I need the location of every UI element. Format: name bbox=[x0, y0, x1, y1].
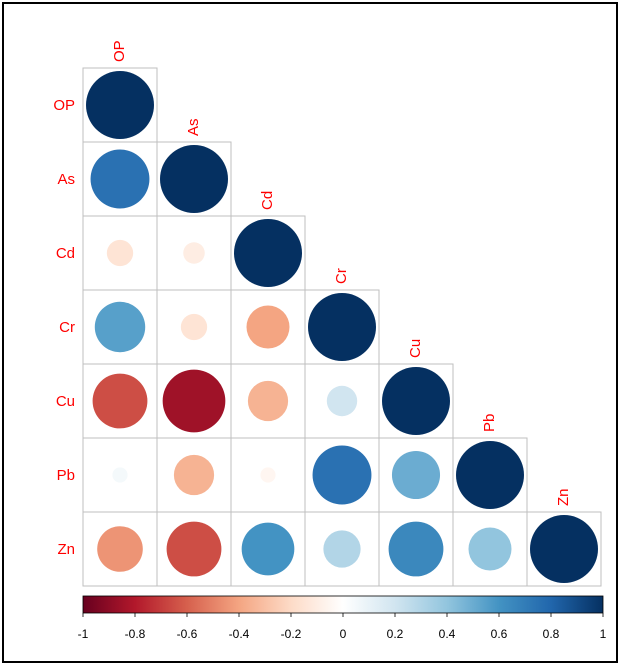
correlation-circle-cr-op bbox=[94, 301, 146, 353]
correlation-circle-cu-op bbox=[92, 373, 148, 429]
correlation-circle-op-op bbox=[86, 71, 154, 139]
correlation-circle-pb-op bbox=[112, 467, 128, 483]
column-label-cr: Cr bbox=[333, 268, 350, 284]
column-label-cd: Cd bbox=[259, 191, 276, 210]
column-label-pb: Pb bbox=[481, 414, 498, 432]
row-label-as: As bbox=[57, 171, 75, 188]
correlation-circle-cu-cr bbox=[326, 385, 358, 417]
correlation-circle-zn-pb bbox=[468, 527, 512, 571]
correlation-circles bbox=[86, 71, 598, 583]
correlation-circle-zn-zn bbox=[530, 515, 598, 583]
colorbar-tick-label: -0.4 bbox=[229, 627, 250, 641]
correlation-circle-cu-cu bbox=[382, 367, 450, 435]
row-label-zn: Zn bbox=[57, 541, 75, 558]
colorbar-tick-label: -0.2 bbox=[281, 627, 302, 641]
colorbar-tick-label: 0.4 bbox=[439, 627, 456, 641]
colorbar-tick-label: 1 bbox=[600, 627, 607, 641]
column-labels: OP As Cd Cr Cu Pb Zn bbox=[111, 40, 572, 506]
correlation-circle-as-as bbox=[160, 145, 228, 213]
correlation-circle-cr-cr bbox=[308, 293, 376, 361]
correlation-circle-cu-as bbox=[162, 369, 226, 433]
correlation-circle-zn-cu bbox=[388, 521, 444, 577]
row-label-cd: Cd bbox=[56, 245, 75, 262]
correlation-circle-cr-cd bbox=[246, 305, 290, 349]
row-labels: OP As Cd Cr Cu Pb Zn bbox=[53, 97, 75, 558]
row-label-cu: Cu bbox=[56, 393, 75, 410]
colorbar-tick-label: -1 bbox=[78, 627, 89, 641]
correlation-circle-cd-op bbox=[106, 239, 134, 267]
colorbar-tick-label: 0 bbox=[340, 627, 347, 641]
correlation-circle-pb-as bbox=[173, 454, 215, 496]
column-label-zn: Zn bbox=[555, 488, 572, 506]
column-label-as: As bbox=[185, 118, 202, 136]
column-label-cu: Cu bbox=[407, 339, 424, 358]
colorbar-tick-label: 0.2 bbox=[387, 627, 404, 641]
colorbar-tick-label: 0.6 bbox=[491, 627, 508, 641]
column-label-op: OP bbox=[111, 40, 128, 62]
correlation-circle-pb-pb bbox=[456, 441, 524, 509]
correlation-circle-cd-cd bbox=[234, 219, 302, 287]
colorbar-tick-label: -0.6 bbox=[177, 627, 198, 641]
correlation-circle-cd-as bbox=[183, 242, 205, 264]
correlation-circle-zn-cr bbox=[323, 530, 361, 568]
correlation-circle-zn-cd bbox=[241, 522, 295, 576]
colorbar-gradient bbox=[83, 596, 603, 613]
correlation-circle-pb-cr bbox=[312, 445, 372, 505]
correlation-circle-zn-as bbox=[166, 521, 222, 577]
colorbar-tick-label: 0.8 bbox=[543, 627, 560, 641]
colorbar: -1 -0.8 -0.6 -0.4 -0.2 0 0.2 0.4 0.6 0.8 1 bbox=[78, 595, 607, 641]
correlation-circle-zn-op bbox=[97, 526, 143, 572]
colorbar-tick-label: -0.8 bbox=[125, 627, 146, 641]
row-label-pb: Pb bbox=[57, 467, 75, 484]
correlation-circle-cu-cd bbox=[247, 380, 289, 422]
correlation-circle-as-op bbox=[90, 149, 150, 209]
correlation-circle-pb-cd bbox=[260, 467, 276, 483]
correlation-circle-pb-cu bbox=[391, 450, 441, 500]
row-label-cr: Cr bbox=[59, 319, 75, 336]
correlation-circle-cr-as bbox=[180, 313, 208, 341]
row-label-op: OP bbox=[53, 97, 75, 114]
